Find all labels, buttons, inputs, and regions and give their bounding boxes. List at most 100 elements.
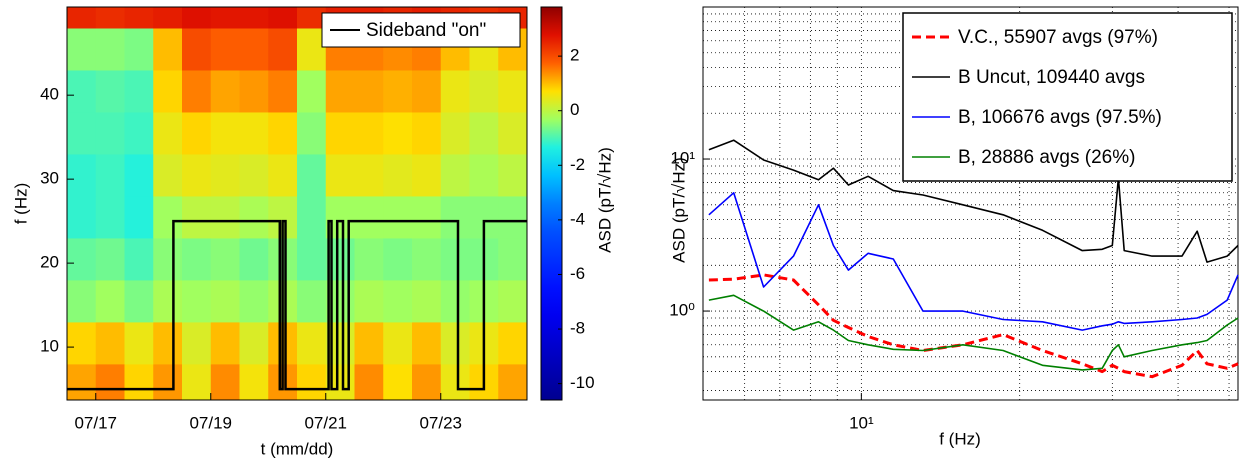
heat-cell bbox=[498, 279, 528, 323]
plot-frame bbox=[702, 6, 1239, 401]
x-tick-label: 10¹ bbox=[849, 413, 874, 432]
series-line bbox=[708, 294, 1239, 371]
heat-cell bbox=[440, 237, 470, 281]
heat-cell bbox=[354, 237, 384, 281]
y-tick-label: 10 bbox=[40, 337, 59, 356]
heat-cell bbox=[210, 27, 240, 71]
heat-cell bbox=[124, 279, 154, 323]
heat-cell bbox=[383, 69, 413, 113]
x-tick-label: 07/21 bbox=[304, 413, 347, 432]
heat-cell bbox=[498, 69, 528, 113]
heat-cell bbox=[440, 279, 470, 323]
heat-cell bbox=[182, 153, 212, 197]
heat-cell bbox=[325, 69, 355, 113]
heat-cell bbox=[210, 195, 240, 239]
heat-cell bbox=[325, 195, 355, 239]
heat-cell bbox=[383, 195, 413, 239]
heat-cell bbox=[354, 111, 384, 155]
heat-cell bbox=[383, 279, 413, 323]
heat-cell bbox=[182, 69, 212, 113]
x-tick-label: 07/19 bbox=[189, 413, 232, 432]
colorbar bbox=[540, 6, 563, 401]
heat-cell bbox=[153, 195, 183, 239]
heat-cell bbox=[297, 363, 327, 401]
heat-cell bbox=[124, 363, 154, 401]
y-axis-label: f (Hz) bbox=[11, 183, 30, 225]
heat-cell bbox=[440, 363, 470, 401]
heat-cell bbox=[210, 69, 240, 113]
heat-cell bbox=[210, 111, 240, 155]
heat-cell bbox=[124, 7, 154, 29]
legend-label: V.C., 55907 avgs (97%) bbox=[958, 27, 1158, 48]
colorbar-tick-label: -8 bbox=[570, 319, 585, 338]
heat-cell bbox=[412, 321, 442, 365]
x-tick-label: 07/23 bbox=[419, 413, 462, 432]
heat-cell bbox=[95, 153, 125, 197]
heat-cell bbox=[239, 363, 269, 401]
x-tick-label: 07/17 bbox=[74, 413, 117, 432]
heat-cell bbox=[95, 195, 125, 239]
heat-cell bbox=[153, 27, 183, 71]
heat-cell bbox=[124, 321, 154, 365]
series-line bbox=[67, 219, 527, 391]
heat-cell bbox=[67, 111, 97, 155]
heat-cell bbox=[412, 237, 442, 281]
y-tick-label: 10⁰ bbox=[669, 301, 695, 320]
heat-cell bbox=[153, 153, 183, 197]
heat-cell bbox=[182, 7, 212, 29]
colorbar-tick-label: -4 bbox=[570, 209, 585, 228]
heat-cell bbox=[325, 237, 355, 281]
legend-label: B Uncut, 109440 avgs bbox=[958, 67, 1145, 88]
heat-cell bbox=[124, 237, 154, 281]
heat-cell bbox=[412, 153, 442, 197]
colorbar-tick-label: -2 bbox=[570, 155, 585, 174]
heat-cell bbox=[440, 153, 470, 197]
heat-cell bbox=[95, 111, 125, 155]
heat-cell bbox=[124, 195, 154, 239]
heat-cell bbox=[182, 27, 212, 71]
heat-cell bbox=[354, 195, 384, 239]
heat-cell bbox=[239, 153, 269, 197]
series-line bbox=[708, 139, 1239, 263]
heat-cell bbox=[412, 69, 442, 113]
heat-cell bbox=[153, 237, 183, 281]
heat-cell bbox=[239, 195, 269, 239]
heat-cell bbox=[67, 195, 97, 239]
y-tick-label: 10¹ bbox=[670, 149, 695, 168]
x-axis-label: t (mm/dd) bbox=[261, 439, 334, 458]
heat-cell bbox=[182, 237, 212, 281]
heat-cell bbox=[239, 279, 269, 323]
heat-cell bbox=[239, 69, 269, 113]
heat-cell bbox=[383, 111, 413, 155]
heat-cell bbox=[412, 363, 442, 401]
heat-cell bbox=[67, 153, 97, 197]
heat-cell bbox=[67, 363, 97, 401]
series-line bbox=[708, 273, 1239, 379]
heat-cell bbox=[297, 321, 327, 365]
heat-cell bbox=[469, 111, 499, 155]
legend-label: B, 106676 avgs (97.5%) bbox=[958, 107, 1162, 128]
heat-cell bbox=[124, 111, 154, 155]
heat-cell bbox=[498, 321, 528, 365]
heat-cell bbox=[210, 321, 240, 365]
heat-cell bbox=[153, 279, 183, 323]
colorbar-tick-label: 0 bbox=[570, 100, 579, 119]
heat-cell bbox=[297, 237, 327, 281]
colorbar-tick-label: 2 bbox=[570, 46, 579, 65]
heat-cell bbox=[498, 111, 528, 155]
heat-cell bbox=[153, 7, 183, 29]
legend-box bbox=[902, 12, 1233, 182]
heat-cell bbox=[67, 237, 97, 281]
heat-cell bbox=[239, 27, 269, 71]
heat-cell bbox=[210, 7, 240, 29]
heat-cell bbox=[210, 153, 240, 197]
heat-cell bbox=[354, 279, 384, 323]
heat-cell bbox=[182, 279, 212, 323]
y-tick-label: 20 bbox=[40, 253, 59, 272]
heat-cell bbox=[210, 279, 240, 323]
heat-cell bbox=[383, 237, 413, 281]
heat-cell bbox=[124, 153, 154, 197]
heat-cell bbox=[412, 279, 442, 323]
heat-cell bbox=[297, 153, 327, 197]
heat-cell bbox=[95, 7, 125, 29]
